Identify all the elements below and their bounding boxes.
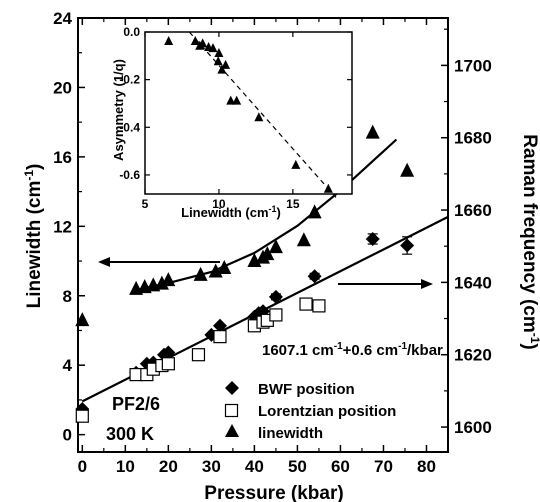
inset-asymmetry-point xyxy=(213,56,223,66)
fit-equation-annotation: 1607.1 cm-1+0.6 cm-1/kbar xyxy=(262,341,443,359)
linewidth-point xyxy=(217,259,232,274)
sample-name: PF2/6 xyxy=(112,394,160,414)
y-right-tick-label: 1660 xyxy=(454,201,492,220)
y-left-tick-label: 4 xyxy=(63,356,73,375)
inset-y-tick-label: 0.0 xyxy=(123,25,140,39)
legend-diamond-marker xyxy=(225,381,239,395)
legend-label-linewidth: linewidth xyxy=(258,425,323,442)
inset-asymmetry-point xyxy=(164,36,174,46)
inset-asymmetry-point xyxy=(291,159,301,169)
inset-asymmetry-point xyxy=(198,38,208,48)
linewidth-point xyxy=(260,246,275,261)
bwf-position-point xyxy=(400,238,415,253)
x-tick-label: 0 xyxy=(78,457,87,476)
lorentzian-position-point xyxy=(191,348,206,362)
inset-asymmetry-point xyxy=(221,59,231,69)
linewidth-point xyxy=(307,204,322,219)
x-tick-label: 50 xyxy=(288,457,307,476)
inset-asymmetry-point xyxy=(208,43,218,53)
legend: BWF position Lorentzian position linewid… xyxy=(224,381,396,442)
inset-asymmetry-point xyxy=(190,36,200,46)
inset-y-tick-label: -0.4 xyxy=(119,120,140,134)
linewidth-point xyxy=(161,272,176,287)
inset-x-tick-label: 5 xyxy=(142,197,149,211)
linewidth-point xyxy=(400,162,415,177)
inset-asymmetry-point xyxy=(226,95,236,105)
lorentzian-position-point xyxy=(213,330,227,344)
main-axes: 0 10 20 30 40 50 60 70 8004812162024160016201640… xyxy=(53,9,492,476)
inset-asymmetry-point xyxy=(254,112,264,122)
linewidth-point xyxy=(296,232,311,247)
linewidth-point xyxy=(365,124,380,139)
inset-asymmetry-point xyxy=(323,183,333,193)
x-tick-label: 30 xyxy=(202,457,221,476)
inset-asymmetry-point xyxy=(214,47,224,57)
y-left-tick-label: 16 xyxy=(53,148,72,167)
inset-fit-line xyxy=(188,31,338,200)
right-axis-arrow xyxy=(338,279,433,289)
linewidth-point xyxy=(75,312,90,327)
inset-x-tick-label: 10 xyxy=(212,197,226,211)
inset-y-axis-label: Asymmetry (1/q) xyxy=(111,59,126,161)
x-tick-label: 60 xyxy=(331,457,350,476)
inset-x-axis-label: Linewidth (cm-1) xyxy=(181,204,281,220)
bwf-position-point xyxy=(268,289,283,304)
y-axis-label-right: Raman frequency (cm-1) xyxy=(519,134,540,350)
x-tick-label: 40 xyxy=(245,457,264,476)
bwf-position-point xyxy=(212,318,227,333)
linewidth-point xyxy=(268,239,283,254)
inset-x-tick-label: 15 xyxy=(286,197,300,211)
temperature-label: 300 K xyxy=(106,424,154,444)
y-axis-label-left: Linewidth (cm-1) xyxy=(22,164,45,309)
y-left-tick-label: 8 xyxy=(63,287,72,306)
y-left-tick-label: 24 xyxy=(53,9,72,28)
legend-label-lorentzian: Lorentzian position xyxy=(258,403,396,420)
x-tick-label: 70 xyxy=(374,457,393,476)
inset-asymmetry-point xyxy=(217,64,227,74)
legend-square-marker xyxy=(224,403,239,418)
lorentzian-position-point xyxy=(299,297,313,311)
inset-frame xyxy=(144,31,353,195)
x-tick-label: 20 xyxy=(159,457,178,476)
y-right-tick-label: 1680 xyxy=(454,129,492,148)
inset-y-tick-label: -0.6 xyxy=(119,168,140,182)
x-axis-label: Pressure (kbar) xyxy=(204,483,343,502)
lorentzian-position-point xyxy=(269,308,283,322)
x-tick-label: 80 xyxy=(417,457,436,476)
y-right-tick-label: 1640 xyxy=(454,273,492,292)
legend-label-bwf: BWF position xyxy=(258,381,355,398)
inset-y-tick-label: -0.2 xyxy=(119,73,140,87)
bwf-position-point xyxy=(365,231,380,246)
lorentzian-position-point xyxy=(312,299,326,313)
x-tick-label: 10 xyxy=(116,457,135,476)
bwf-position-point xyxy=(307,269,322,284)
left-axis-arrow xyxy=(98,257,220,267)
y-right-tick-label: 1600 xyxy=(454,418,492,437)
y-right-tick-label: 1700 xyxy=(454,56,492,75)
inset-chart: 5 10 15 0.0 -0.2 -0.4 -0.6 xyxy=(119,25,353,211)
y-left-tick-label: 12 xyxy=(53,217,72,236)
main-data-marks xyxy=(75,124,449,423)
y-left-tick-label: 20 xyxy=(53,78,72,97)
bwf-position-point xyxy=(161,345,176,360)
lorentzian-position-point xyxy=(161,357,175,371)
inset-asymmetry-point xyxy=(232,95,242,105)
y-right-tick-label: 1620 xyxy=(454,346,492,365)
y-left-tick-label: 0 xyxy=(63,426,72,445)
legend-triangle-marker xyxy=(225,424,239,437)
linewidth-point xyxy=(193,266,208,281)
lorentzian-position-point xyxy=(75,409,89,423)
plot-frame xyxy=(77,17,449,453)
